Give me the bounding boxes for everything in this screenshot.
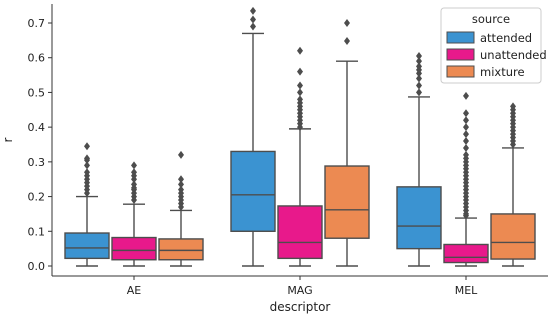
- box-attended-ae: [64, 142, 110, 267]
- x-tick-label: AE: [127, 284, 142, 297]
- box-body: [396, 186, 442, 250]
- box-mixture-mag: [324, 19, 370, 267]
- legend-swatch-attended: [446, 31, 475, 44]
- outlier-point: [297, 46, 303, 55]
- outlier-point: [250, 15, 256, 24]
- y-tick-label: 0.4: [28, 121, 46, 134]
- outlier-point: [416, 88, 422, 97]
- outlier-point: [510, 102, 516, 111]
- outlier-point: [463, 137, 469, 146]
- box-attended-mag: [230, 6, 276, 267]
- outlier-point: [463, 130, 469, 139]
- outlier-point: [84, 142, 90, 151]
- y-tick-label: 0.1: [28, 225, 46, 238]
- outlier-point: [178, 185, 184, 194]
- outlier-point: [178, 150, 184, 159]
- outlier-point: [463, 143, 469, 152]
- outlier-point: [131, 161, 137, 170]
- outlier-point: [344, 19, 350, 27]
- outlier-point: [297, 81, 303, 90]
- outlier-point: [463, 150, 469, 159]
- legend: source attended unattended mixture: [440, 7, 547, 84]
- y-tick-label: 0.7: [28, 17, 46, 30]
- box-body: [64, 232, 110, 260]
- outlier-point: [463, 116, 469, 125]
- box-mixture-mel: [490, 102, 536, 267]
- outlier-point: [463, 123, 469, 132]
- box-body: [230, 150, 276, 232]
- outlier-point: [297, 67, 303, 76]
- legend-swatch-unattended: [446, 48, 475, 61]
- box-body: [490, 213, 536, 260]
- x-tick-label: MAG: [287, 284, 312, 297]
- box-attended-mel: [396, 51, 442, 267]
- outlier-point: [178, 175, 184, 184]
- box-body: [443, 243, 489, 264]
- legend-swatch-mixture: [446, 65, 475, 78]
- outlier-point: [463, 109, 469, 118]
- box-unattended-mag: [277, 46, 323, 267]
- outlier-point: [416, 62, 422, 71]
- boxes: [64, 6, 536, 267]
- outlier-point: [344, 37, 350, 46]
- box-mixture-ae: [158, 150, 204, 267]
- box-unattended-ae: [111, 161, 157, 267]
- legend-label-mixture: mixture: [480, 65, 525, 79]
- box-body: [111, 236, 157, 261]
- legend-label-attended: attended: [480, 31, 532, 45]
- box-unattended-mel: [443, 91, 489, 267]
- y-tick-label: 0.5: [28, 86, 46, 99]
- outlier-point: [84, 168, 90, 177]
- outlier-point: [131, 168, 137, 177]
- outlier-point: [250, 6, 256, 15]
- outlier-point: [297, 95, 303, 104]
- box-body: [277, 205, 323, 260]
- legend-label-unattended: unattended: [480, 48, 547, 62]
- outlier-point: [463, 91, 469, 100]
- box-body: [158, 238, 204, 261]
- x-ticks: AE MAG MEL: [127, 276, 478, 297]
- legend-frame: [440, 7, 542, 84]
- outlier-point: [297, 88, 303, 97]
- outlier-point: [416, 74, 422, 83]
- y-tick-label: 0.6: [28, 52, 46, 65]
- outlier-point: [84, 161, 90, 170]
- outlier-point: [131, 180, 137, 189]
- y-tick-label: 0.2: [28, 191, 46, 204]
- outlier-point: [416, 57, 422, 66]
- outlier-point: [416, 81, 422, 90]
- y-tick-label: 0.3: [28, 156, 46, 169]
- legend-title: source: [472, 12, 510, 26]
- y-ticks: 0.0 0.1 0.2 0.3 0.4 0.5 0.6 0.7: [28, 17, 52, 273]
- outlier-point: [416, 51, 422, 60]
- y-tick-label: 0.0: [28, 260, 46, 273]
- y-axis-label: r: [1, 137, 15, 142]
- outlier-point: [250, 22, 256, 31]
- x-axis-label: descriptor: [270, 300, 331, 314]
- outlier-point: [178, 180, 184, 189]
- x-tick-label: MEL: [455, 284, 478, 297]
- outlier-point: [84, 154, 90, 163]
- box-body: [324, 165, 370, 239]
